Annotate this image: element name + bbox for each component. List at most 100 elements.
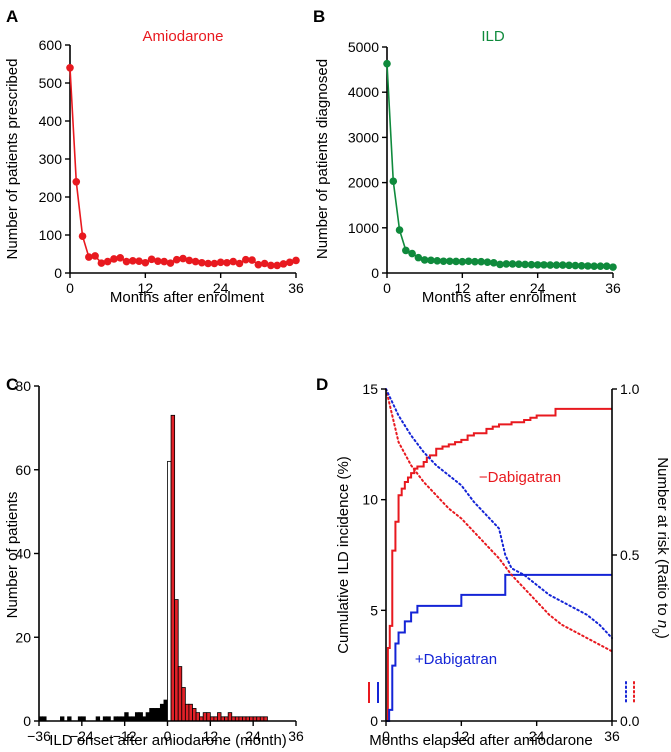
- x-tick-label-c: 0: [164, 728, 172, 744]
- data-point-a: [248, 256, 256, 264]
- y-tick-label-c: 40: [15, 546, 31, 562]
- data-point-a: [191, 257, 200, 266]
- data-point-b: [508, 260, 517, 268]
- data-point-a: [135, 257, 143, 266]
- histogram-bar-before: [138, 712, 143, 722]
- y-tick-label-d-left: 5: [370, 602, 378, 618]
- data-point-b: [590, 262, 598, 271]
- data-point-b: [458, 257, 467, 266]
- y-tick-label-c: 60: [15, 462, 31, 478]
- panel-letter-d: D: [316, 375, 328, 394]
- histogram-bar-after: [202, 712, 208, 722]
- data-point-a: [116, 253, 125, 262]
- chart-panel-d: Months elapsed after amiodarone Cumulati…: [335, 381, 671, 749]
- y-tick-label-c: 20: [15, 629, 31, 645]
- y-tick-label-d-left: 15: [362, 381, 378, 397]
- y-tick-label-a: 0: [54, 265, 62, 281]
- x-axis-label-a: Months after enrolment: [110, 289, 265, 306]
- at-risk-curve-2: [385, 388, 613, 653]
- data-point-a: [198, 258, 206, 267]
- data-point-a: [223, 258, 231, 267]
- data-point-b: [383, 59, 391, 68]
- y-tick-label-d-right: 0.0: [620, 713, 640, 729]
- x-tick-label-c: −36: [27, 728, 51, 744]
- data-point-b: [571, 261, 580, 270]
- data-point-a: [154, 257, 162, 266]
- data-point-a: [78, 232, 87, 240]
- data-point-a: [292, 256, 300, 265]
- y-tick-label-a: 300: [39, 151, 63, 167]
- y-tick-label-c: 80: [15, 378, 31, 394]
- data-point-a: [285, 258, 294, 267]
- data-point-a: [122, 257, 131, 266]
- y-tick-label-d-right: 1.0: [620, 381, 640, 397]
- histogram-bar-before: [152, 708, 158, 722]
- y-axis-label-d-left: Cumulative ILD incidence (%): [335, 456, 352, 654]
- annotation-plus-dabigatran: +Dabigatran: [415, 651, 497, 668]
- data-point-b: [602, 262, 611, 271]
- panel-letter-b: B: [313, 7, 325, 26]
- data-point-a: [147, 255, 156, 264]
- histogram-bar-zero: [167, 460, 172, 722]
- data-point-a: [103, 257, 112, 266]
- histogram-bar-before: [149, 708, 154, 722]
- x-axis-label-d: Months elapsed after amiodarone: [369, 732, 592, 749]
- data-point-a: [241, 255, 250, 264]
- data-point-b: [452, 257, 460, 266]
- x-tick-label-b: 0: [383, 280, 391, 296]
- data-point-b: [408, 249, 416, 258]
- data-point-b: [402, 246, 410, 255]
- x-axis-label-b: Months after enrolment: [422, 289, 577, 306]
- x-tick-label-a: 12: [138, 280, 154, 296]
- data-point-b: [477, 257, 485, 266]
- data-point-b: [527, 260, 536, 269]
- y-tick-label-b: 1000: [348, 220, 379, 236]
- y-tick-label-c: 0: [23, 713, 31, 729]
- data-point-b: [558, 261, 567, 269]
- y-tick-label-b: 2000: [348, 175, 379, 191]
- data-point-a: [179, 254, 187, 263]
- step-curve-0: [386, 407, 612, 722]
- histogram-bar-after: [174, 599, 179, 722]
- x-tick-label-a: 36: [288, 280, 304, 296]
- at-risk-curve-3: [385, 388, 613, 639]
- histogram-bar-after: [206, 712, 211, 722]
- data-point-b: [389, 177, 398, 186]
- data-point-a: [210, 259, 219, 268]
- data-point-b: [584, 262, 592, 270]
- data-point-a: [160, 257, 168, 266]
- histogram-bar-before: [159, 703, 165, 722]
- data-point-b: [552, 261, 561, 269]
- data-point-a: [279, 260, 288, 268]
- data-point-b: [496, 260, 504, 269]
- y-tick-label-b: 5000: [348, 39, 379, 55]
- y-axis-label-d-right-symbol: n: [654, 620, 671, 628]
- histogram-bar-after: [217, 712, 222, 722]
- data-point-b: [433, 256, 442, 265]
- x-tick-label-b: 12: [455, 280, 471, 296]
- data-point-b: [489, 259, 498, 267]
- x-tick-label-b: 24: [530, 280, 546, 296]
- histogram-bar-before: [124, 712, 129, 722]
- y-tick-label-a: 400: [39, 113, 63, 129]
- histogram-bar-after: [181, 687, 186, 722]
- histogram-bar-after: [188, 703, 193, 722]
- x-tick-label-c: 36: [288, 728, 304, 744]
- x-tick-label-c: 12: [203, 728, 219, 744]
- data-point-b: [464, 257, 473, 266]
- chart-panel-b: ILD Months after enrolment Number of pat…: [314, 28, 621, 306]
- x-tick-label-c: −12: [113, 728, 137, 744]
- data-point-a: [267, 261, 275, 270]
- histogram-bar-before: [156, 708, 161, 722]
- x-tick-label-c: −24: [70, 728, 94, 744]
- data-point-a: [72, 178, 81, 186]
- histogram-bar-after: [192, 708, 197, 722]
- data-point-a: [66, 64, 74, 72]
- x-tick-label-d: 24: [529, 728, 545, 744]
- data-point-a: [166, 259, 175, 267]
- x-tick-label-c: 24: [245, 728, 261, 744]
- y-tick-label-b: 0: [371, 265, 379, 281]
- data-point-a: [97, 259, 106, 267]
- data-point-b: [596, 262, 605, 271]
- data-point-b: [515, 260, 523, 268]
